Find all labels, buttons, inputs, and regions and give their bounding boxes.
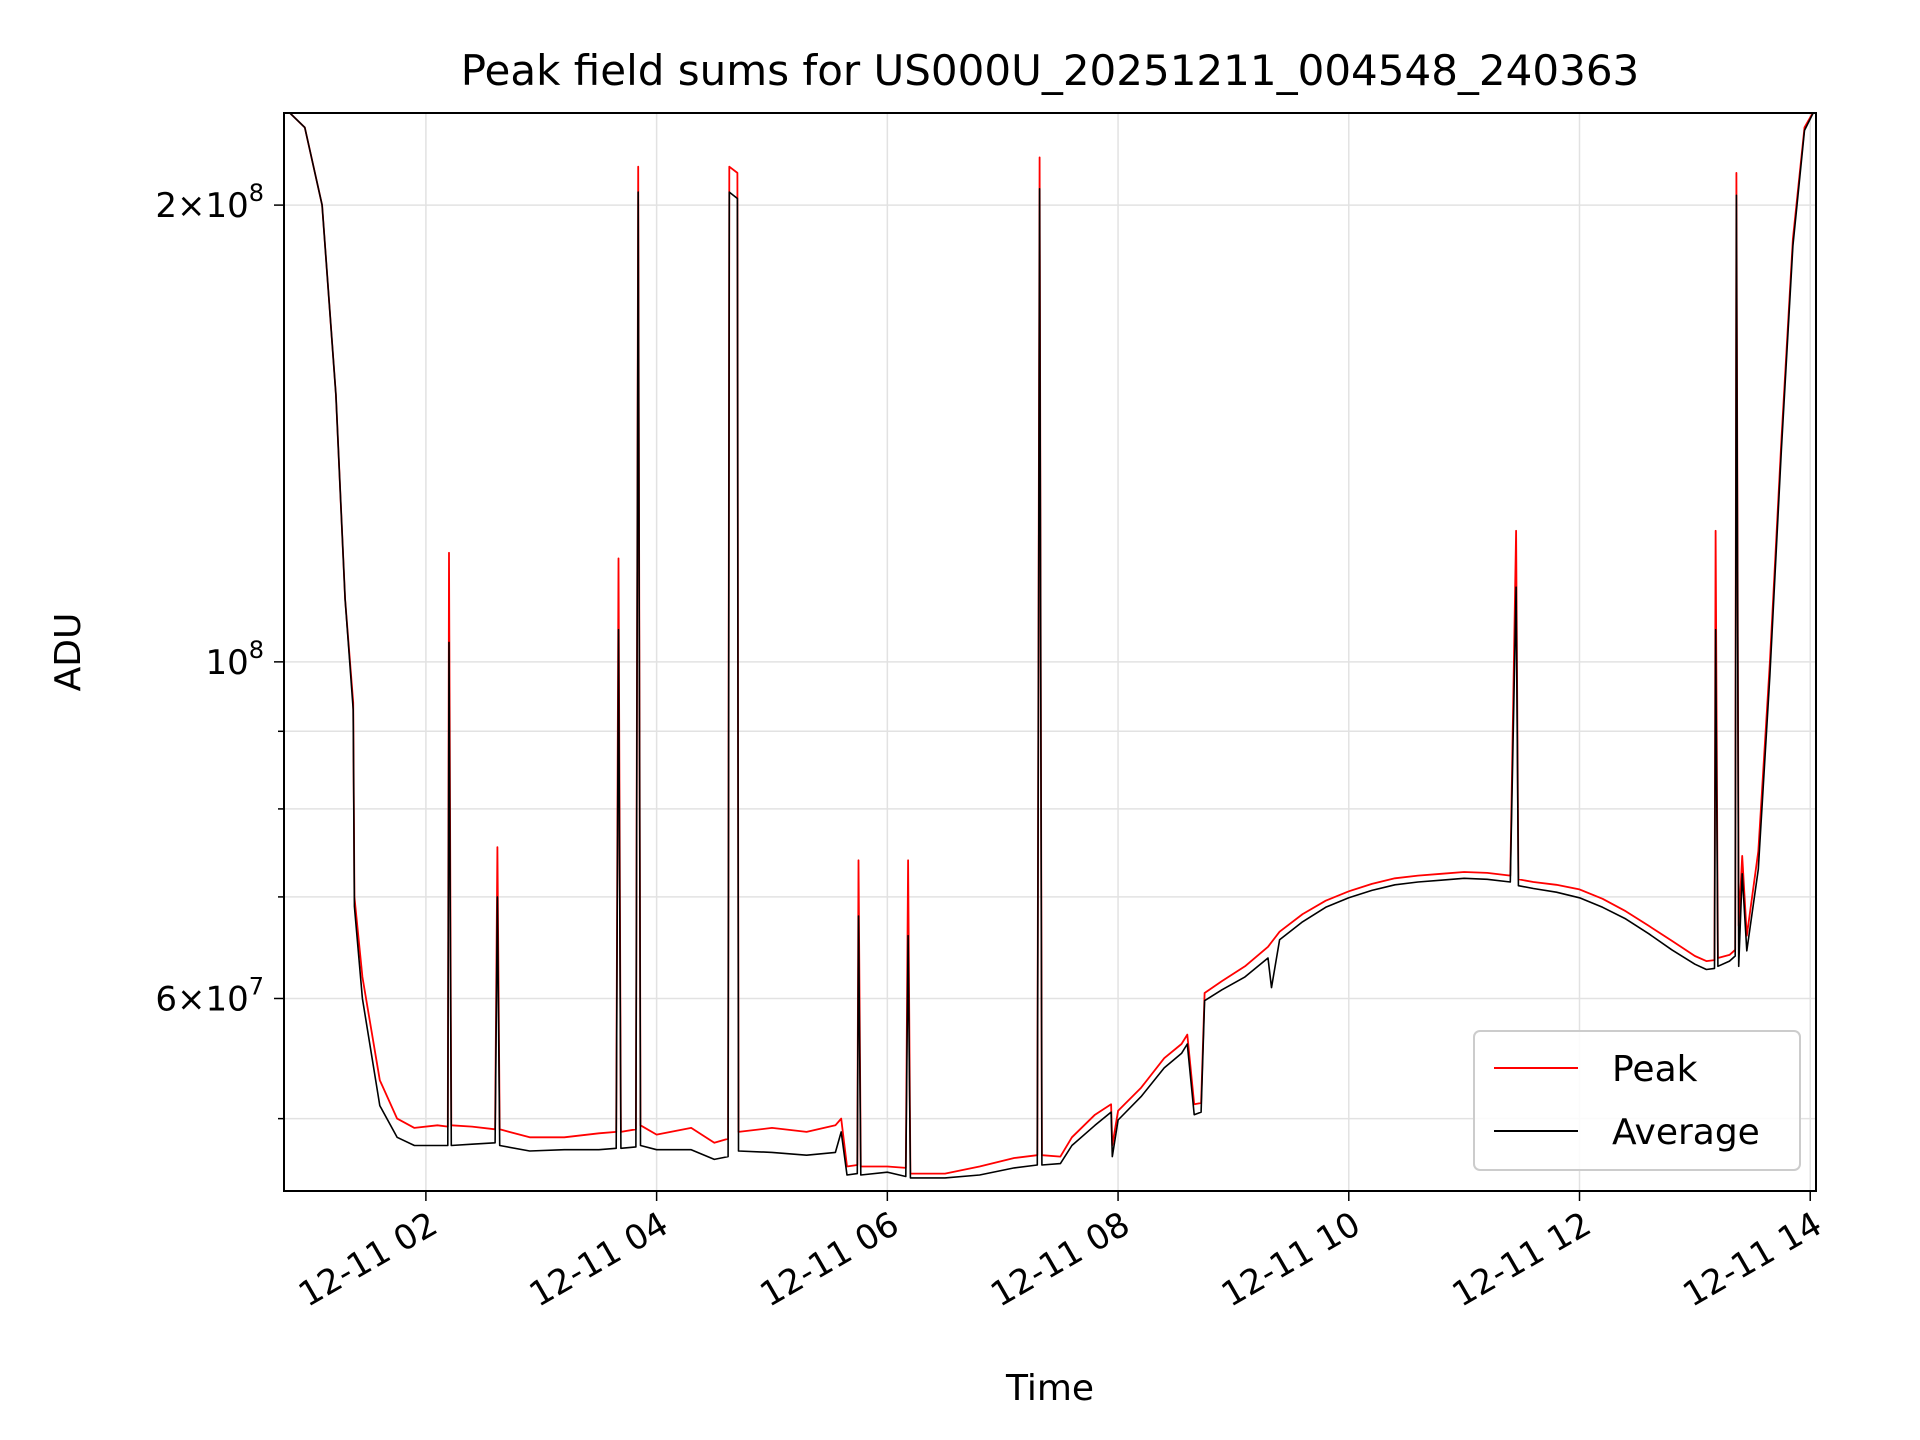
y-tick-label: 2×108 (155, 179, 264, 226)
chart-title: Peak field sums for US000U_20251211_0045… (461, 46, 1640, 95)
x-axis-label: Time (1005, 1368, 1094, 1409)
legend: Peak Average (1473, 1030, 1801, 1171)
series-layer (288, 113, 1815, 1179)
legend-box (1473, 1030, 1801, 1171)
y-tick-label: 108 (205, 636, 264, 683)
series-line-average (288, 113, 1815, 1179)
y-axis-label: ADU (48, 613, 89, 692)
y-tick-label: 6×107 (155, 972, 264, 1019)
legend-peak-label: Peak (1612, 1049, 1698, 1090)
plot-frame (283, 112, 1817, 1192)
legend-average-label: Average (1612, 1112, 1760, 1153)
grid-layer (284, 113, 1816, 1191)
